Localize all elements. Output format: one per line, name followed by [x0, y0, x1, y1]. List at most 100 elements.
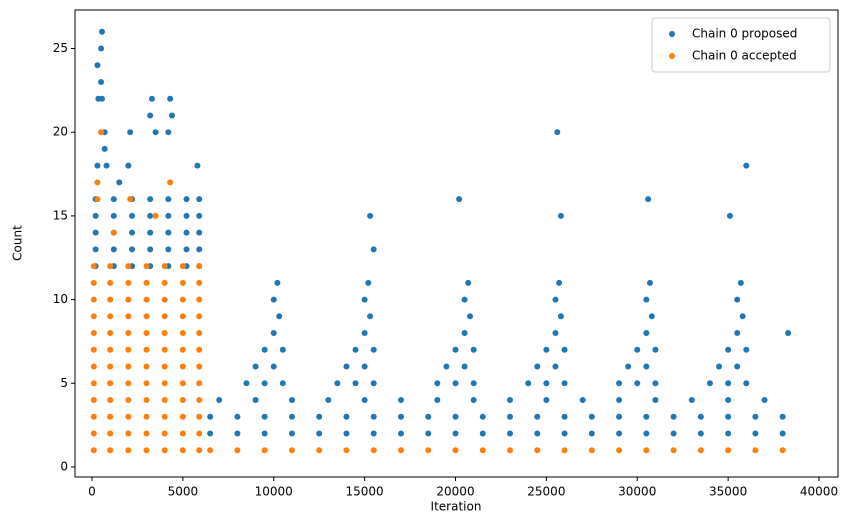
point [116, 179, 123, 186]
point [94, 179, 101, 186]
point [183, 212, 190, 219]
point [125, 263, 132, 270]
point [743, 346, 750, 353]
point [261, 346, 268, 353]
point [165, 229, 172, 236]
point [147, 112, 154, 119]
point [90, 313, 97, 320]
point [643, 330, 650, 337]
point [734, 330, 741, 337]
point [90, 430, 97, 437]
point [101, 145, 108, 152]
point [456, 196, 463, 203]
point [261, 447, 268, 454]
point [143, 313, 150, 320]
point [143, 363, 150, 370]
y-tick-label: 25 [53, 41, 68, 55]
point [261, 380, 268, 387]
point [167, 95, 174, 102]
point [648, 313, 655, 320]
point [461, 363, 468, 370]
point [234, 413, 241, 420]
point [434, 397, 441, 404]
point [143, 279, 150, 286]
point [107, 296, 114, 303]
point [779, 430, 786, 437]
point [643, 363, 650, 370]
point [288, 413, 295, 420]
point [194, 162, 201, 169]
point [370, 346, 377, 353]
point [252, 363, 259, 370]
point [725, 413, 732, 420]
point [167, 179, 174, 186]
point [343, 413, 350, 420]
point [561, 380, 568, 387]
point [107, 447, 114, 454]
point [165, 196, 172, 203]
point [165, 129, 172, 136]
series [90, 129, 786, 454]
point [507, 430, 514, 437]
point [196, 246, 203, 253]
point [103, 162, 110, 169]
point [98, 95, 105, 102]
point [110, 212, 117, 219]
point [125, 413, 132, 420]
point [92, 229, 99, 236]
point [252, 397, 259, 404]
point [207, 413, 214, 420]
point [143, 263, 150, 270]
point [625, 363, 632, 370]
point [196, 380, 203, 387]
point [467, 313, 474, 320]
point [196, 229, 203, 236]
point [125, 346, 132, 353]
point [588, 447, 595, 454]
point [725, 380, 732, 387]
point [534, 413, 541, 420]
point [125, 296, 132, 303]
point [196, 212, 203, 219]
point [367, 212, 374, 219]
point [370, 413, 377, 420]
point [94, 62, 101, 69]
point [107, 346, 114, 353]
point [743, 162, 750, 169]
point [534, 363, 541, 370]
point [652, 397, 659, 404]
point [616, 430, 623, 437]
point [646, 279, 653, 286]
point [161, 346, 168, 353]
point [107, 430, 114, 437]
point [161, 263, 168, 270]
point [507, 397, 514, 404]
point [125, 397, 132, 404]
point [127, 129, 134, 136]
point [196, 363, 203, 370]
point [107, 330, 114, 337]
x-axis-label: Iteration [431, 500, 482, 514]
point [90, 380, 97, 387]
point [779, 447, 786, 454]
point [670, 413, 677, 420]
x-tick-label: 5000 [168, 485, 199, 499]
point [161, 413, 168, 420]
point [688, 397, 695, 404]
point [316, 413, 323, 420]
point [288, 397, 295, 404]
point [452, 447, 459, 454]
point [425, 430, 432, 437]
point [361, 296, 368, 303]
point [743, 380, 750, 387]
point [397, 447, 404, 454]
point [234, 430, 241, 437]
point [128, 229, 135, 236]
point [561, 346, 568, 353]
point [179, 447, 186, 454]
point [670, 447, 677, 454]
point [343, 447, 350, 454]
y-tick-label: 20 [53, 125, 68, 139]
point [270, 330, 277, 337]
